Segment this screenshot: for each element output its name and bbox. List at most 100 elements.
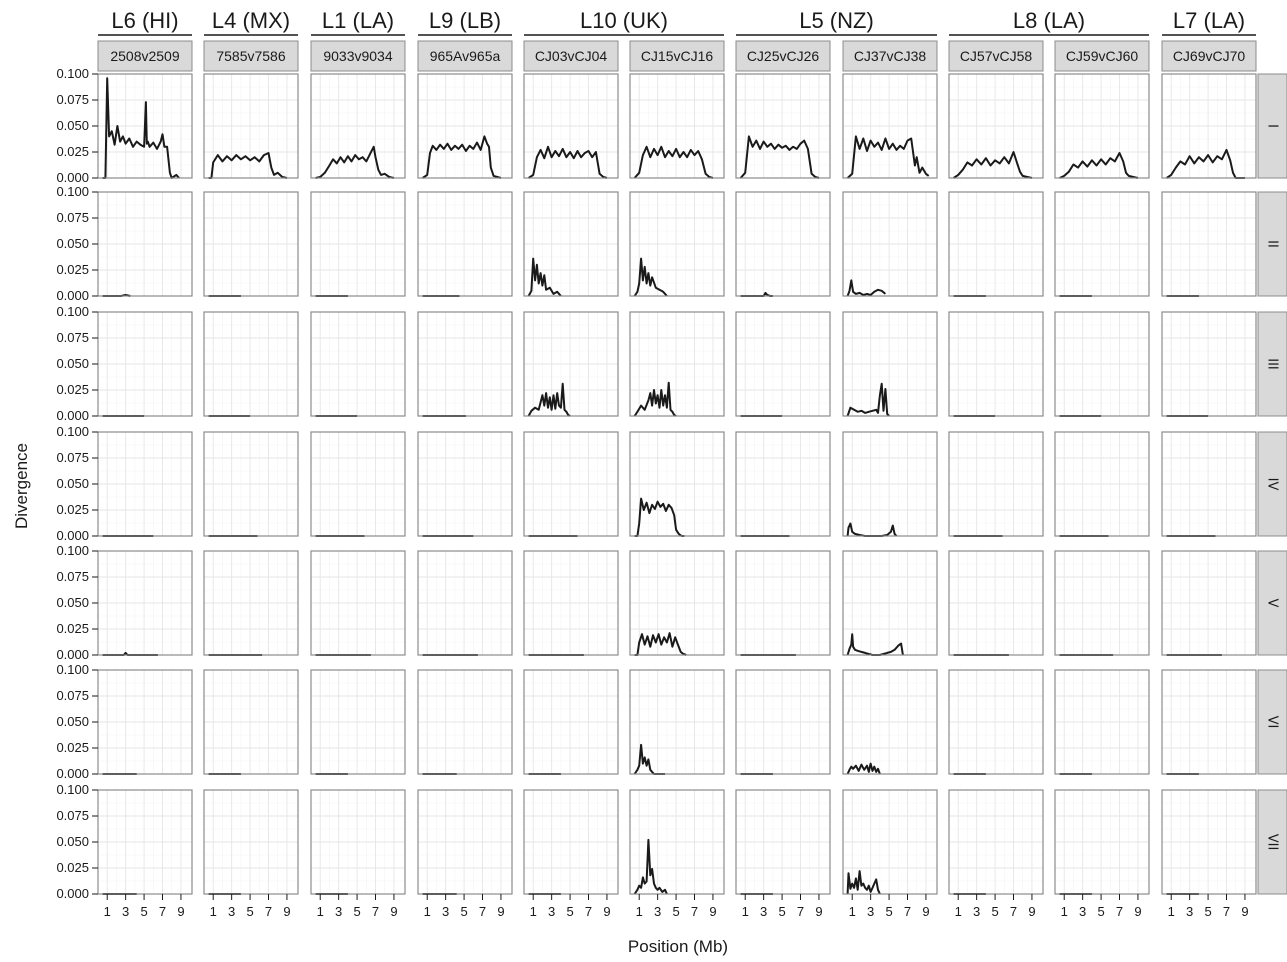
divergence-series-line [422,135,502,179]
y-tick-label: 0.075 [56,92,89,107]
y-tick-label: 0.100 [56,304,89,319]
divergence-series-line [633,381,677,417]
lineage-label: L5 (NZ) [799,8,874,33]
row-strip-bg [1257,550,1287,656]
facet-panel [629,311,725,417]
panel-border [310,73,406,179]
y-tick-label: 0.100 [56,543,89,558]
facet-panel [97,789,193,895]
facet-panel [97,311,193,417]
panel-border [203,550,299,656]
row-strip-bg [1257,431,1287,537]
row-strip-bg [1257,311,1287,417]
x-tick-label: 5 [991,904,998,919]
pair-strip-label: 2508v2509 [110,48,180,64]
y-tick-label: 0.050 [56,834,89,849]
panel-border [203,431,299,537]
x-tick-label: 7 [265,904,272,919]
x-tick-label: 7 [585,904,592,919]
facet-panel [1161,191,1257,297]
x-tick-label: 1 [1168,904,1175,919]
x-tick-label: 1 [424,904,431,919]
facet-panel [1054,669,1150,775]
divergence-series-line [633,838,668,895]
row-strip-label: I [1265,124,1280,128]
x-tick-label: 9 [603,904,610,919]
panel-border [842,789,938,895]
axes: 0.0000.0250.0500.0750.1000.0000.0250.050… [56,66,1248,919]
y-tick-label: 0.075 [56,808,89,823]
facet-panel [1054,191,1150,297]
panel-border [735,73,831,179]
lineage-label: L4 (MX) [212,8,290,33]
facet-panel [735,669,831,775]
panel-border [948,191,1044,297]
facet-panel [523,311,619,417]
facet-panel [1161,789,1257,895]
y-tick-label: 0.100 [56,424,89,439]
facet-panel [203,550,299,656]
panel-border [523,73,619,179]
panel-border [1054,191,1150,297]
pair-strip-bg [1054,40,1150,72]
facet-panel [97,669,193,775]
x-tick-label: 3 [442,904,449,919]
y-tick-label: 0.050 [56,476,89,491]
y-tick-label: 0.000 [56,170,89,185]
x-tick-label: 7 [1010,904,1017,919]
facet-panel [629,73,725,179]
y-tick-label: 0.100 [56,184,89,199]
facet-panel [1054,789,1150,895]
x-tick-label: 5 [566,904,573,919]
facet-panel [1161,550,1257,656]
panel-border [417,191,513,297]
x-tick-label: 3 [1186,904,1193,919]
panel-border [948,311,1044,417]
facet-panel [735,789,831,895]
row-strip-bg [1257,669,1287,775]
facet-panel [203,789,299,895]
x-tick-label: 5 [246,904,253,919]
x-tick-label: 7 [372,904,379,919]
pair-strip-label: CJ15vCJ16 [641,48,714,64]
row-strip-label: II [1265,240,1280,248]
panel-border [523,789,619,895]
facet-panel [523,191,619,297]
x-tick-label: 7 [159,904,166,919]
panel-border [842,550,938,656]
pair-strip-bg [842,40,938,72]
panel-border [735,789,831,895]
panel-border [629,73,725,179]
panel-border [842,431,938,537]
panel-border [310,311,406,417]
panel-border [629,431,725,537]
pair-strip-label: CJ37vCJ38 [854,48,927,64]
facet-panel [310,550,406,656]
panel-border [310,431,406,537]
facet-panel [310,669,406,775]
lineage-label: L7 (LA) [1173,8,1245,33]
facet-panel [203,73,299,179]
x-tick-label: 5 [460,904,467,919]
panel-border [1161,311,1257,417]
facet-panel [735,73,831,179]
y-tick-label: 0.000 [56,528,89,543]
panel-border [1161,73,1257,179]
facet-panels [97,73,1257,895]
y-tick-label: 0.000 [56,886,89,901]
divergence-series-line [846,382,890,417]
panel-border [842,669,938,775]
lineage-label: L8 (LA) [1013,8,1085,33]
x-tick-label: 9 [1241,904,1248,919]
x-axis-title: Position (Mb) [628,937,728,956]
panel-border [523,191,619,297]
facet-panel [523,669,619,775]
y-axis-title: Divergence [12,443,31,529]
y-tick-label: 0.000 [56,408,89,423]
facet-panel [417,73,513,179]
x-tick-label: 1 [636,904,643,919]
facet-panel [842,431,938,537]
panel-border [948,431,1044,537]
panel-border [417,669,513,775]
